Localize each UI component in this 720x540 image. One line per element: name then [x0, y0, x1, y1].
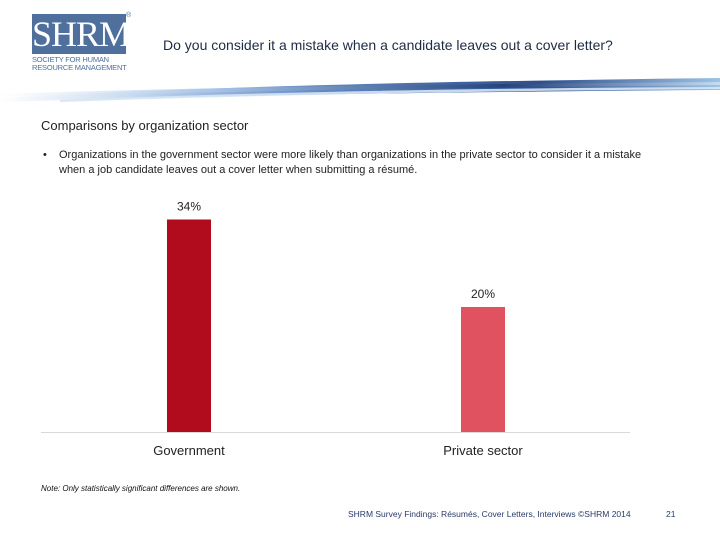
header-banner — [0, 78, 720, 102]
bullet-marker: • — [43, 149, 47, 161]
category-label-private-sector: Private sector — [443, 443, 523, 458]
data-label-private-sector: 20% — [471, 287, 495, 301]
bar-government — [167, 219, 211, 432]
logo-registered-mark: ® — [126, 12, 132, 19]
logo-subtitle: SOCIETY FOR HUMAN RESOURCE MANAGEMENT — [32, 56, 132, 72]
logo-mark: SHRM — [32, 14, 131, 54]
section-title: Comparisons by organization sector — [41, 118, 249, 133]
data-label-government: 34% — [177, 200, 201, 214]
page-title: Do you consider it a mistake when a cand… — [163, 37, 613, 53]
bullet-text: Organizations in the government sector w… — [59, 149, 642, 176]
bar-private-sector — [461, 307, 505, 432]
footnote: Note: Only statistically significant dif… — [41, 484, 241, 493]
category-label-government: Government — [153, 443, 225, 458]
footer-text: SHRM Survey Findings: Résumés, Cover Let… — [348, 509, 631, 519]
logo-line-2: RESOURCE MANAGEMENT — [32, 63, 127, 72]
shrm-logo: SHRM ® SOCIETY FOR HUMAN RESOURCE MANAGE… — [32, 12, 132, 74]
finding-bullet: • Organizations in the government sector… — [41, 148, 661, 178]
logo-line-1: SOCIETY FOR HUMAN — [32, 55, 109, 64]
page-number: 21 — [666, 509, 676, 519]
